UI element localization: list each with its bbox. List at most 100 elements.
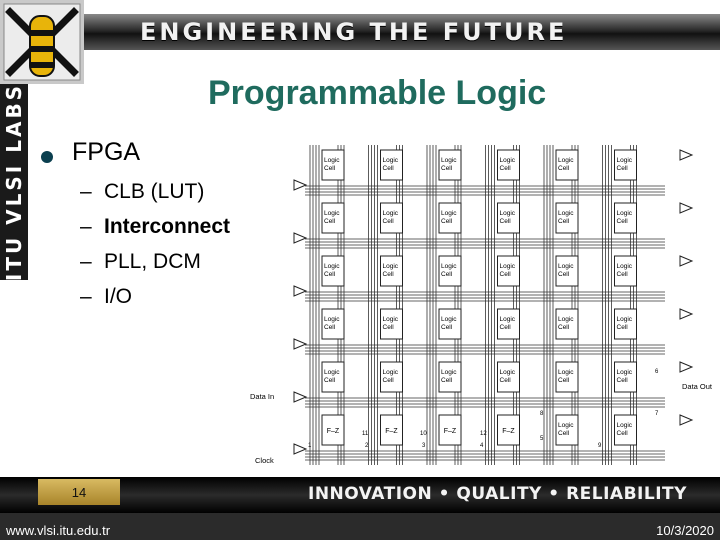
- cell-label: Logic: [558, 422, 574, 429]
- flipflop-label: F–Z: [444, 428, 457, 435]
- bullet-icon: [41, 151, 53, 163]
- wire-number: 12: [480, 431, 487, 437]
- logic-cell: [614, 149, 637, 181]
- cell-label: Cell: [617, 324, 629, 331]
- cell-label: Logic: [441, 369, 457, 376]
- cell-label: Cell: [500, 165, 512, 172]
- flipflop-label: F–Z: [327, 428, 340, 435]
- wire-number: 1: [308, 443, 312, 449]
- cell-label: Logic: [500, 210, 516, 217]
- logic-cell: [497, 149, 520, 181]
- logic-cell: [497, 308, 520, 340]
- cell-label: Logic: [383, 369, 399, 376]
- cell-label: Logic: [324, 157, 340, 164]
- logic-cell: [497, 255, 520, 287]
- logic-cell: [555, 414, 579, 446]
- cell-label: Logic: [617, 422, 633, 429]
- cell-label: Cell: [441, 377, 453, 384]
- cell-label: Logic: [441, 210, 457, 217]
- output-buffer-icon: [679, 414, 694, 426]
- cell-label: Logic: [500, 316, 516, 323]
- input-buffer-icon: [293, 391, 308, 403]
- cell-label: Logic: [324, 316, 340, 323]
- cell-label: Logic: [441, 157, 457, 164]
- cell-label: Cell: [558, 271, 570, 278]
- header-banner: [84, 14, 720, 50]
- cell-label: Cell: [617, 165, 629, 172]
- cell-label: Logic: [558, 369, 574, 376]
- cell-label: Cell: [324, 165, 336, 172]
- cell-label: Logic: [617, 157, 633, 164]
- cell-label: Cell: [558, 165, 570, 172]
- logic-cell: [438, 361, 462, 393]
- cell-label: Logic: [500, 369, 516, 376]
- output-buffer-icon: [679, 202, 694, 214]
- cell-label: Cell: [383, 271, 395, 278]
- wire-number: 11: [362, 431, 369, 437]
- fpga-diagram: Logic Cell Logic Cell Logic Cell Logic Cell Logi…: [250, 145, 720, 475]
- cell-label: Cell: [617, 271, 629, 278]
- input-buffer-icon: [293, 338, 308, 350]
- cell-label: Logic: [558, 157, 574, 164]
- cell-label: Cell: [383, 218, 395, 225]
- logic-cell: [321, 308, 345, 340]
- sub-item: – Interconnect: [80, 215, 231, 238]
- footer-banner: [0, 477, 720, 513]
- wire-number: 8: [540, 411, 544, 417]
- cell-label: Cell: [500, 324, 512, 331]
- header-title: ENGINEERING THE FUTURE: [140, 18, 568, 46]
- wire-number: 9: [598, 443, 602, 449]
- sub-item: – CLB (LUT): [80, 180, 205, 203]
- flipflop-label: F–Z: [385, 428, 398, 435]
- logic-cell: [380, 361, 403, 393]
- input-buffer-icon: [293, 443, 308, 455]
- logic-cell: [497, 202, 520, 234]
- side-banner: [0, 84, 28, 280]
- page-number: 14: [71, 485, 87, 500]
- cell-label: Cell: [617, 430, 629, 437]
- cell-label: Logic: [383, 157, 399, 164]
- logic-cell: [380, 149, 403, 181]
- cell-label: Cell: [558, 218, 570, 225]
- cell-label: Logic: [558, 210, 574, 217]
- output-buffer-icon: [679, 361, 694, 373]
- cell-label: Cell: [500, 271, 512, 278]
- wire-number: 10: [420, 431, 427, 437]
- logic-cell: [555, 149, 579, 181]
- data-out-label: Data Out: [682, 382, 713, 391]
- footer-url: www.vlsi.itu.edu.tr: [6, 523, 111, 538]
- logic-cell: [614, 202, 637, 234]
- logic-cell: [438, 255, 462, 287]
- cell-label: Logic: [441, 316, 457, 323]
- wire-number: 2: [365, 443, 369, 449]
- cell-label: Cell: [441, 165, 453, 172]
- footer-date: 10/3/2020: [656, 523, 714, 538]
- logic-cell: [321, 149, 345, 181]
- logic-cell: [614, 414, 637, 446]
- cell-label: Logic: [617, 263, 633, 270]
- cell-label: Cell: [500, 218, 512, 225]
- logic-cell: [497, 361, 520, 393]
- logic-cell: [321, 361, 345, 393]
- logic-cell: [438, 202, 462, 234]
- logic-cell: [555, 308, 579, 340]
- cell-label: Cell: [383, 165, 395, 172]
- wire-number: 4: [480, 443, 484, 449]
- wire-number: 6: [655, 369, 659, 375]
- flipflop: [321, 414, 345, 446]
- footer-tagline: INNOVATION • QUALITY • RELIABILITY: [308, 484, 687, 504]
- page-number-box: 14: [38, 479, 120, 505]
- cell-label: Cell: [383, 377, 395, 384]
- flipflop: [380, 414, 403, 446]
- cell-label: Logic: [500, 157, 516, 164]
- cell-label: Cell: [324, 218, 336, 225]
- flipflop-label: F–Z: [502, 428, 515, 435]
- cell-label: Cell: [324, 324, 336, 331]
- cell-label: Cell: [441, 271, 453, 278]
- input-buffer-icon: [293, 285, 308, 297]
- cell-label: Cell: [441, 218, 453, 225]
- logic-cell: [555, 361, 579, 393]
- cell-label: Logic: [324, 210, 340, 217]
- data-in-label: Data In: [250, 392, 274, 401]
- cell-label: Cell: [558, 430, 570, 437]
